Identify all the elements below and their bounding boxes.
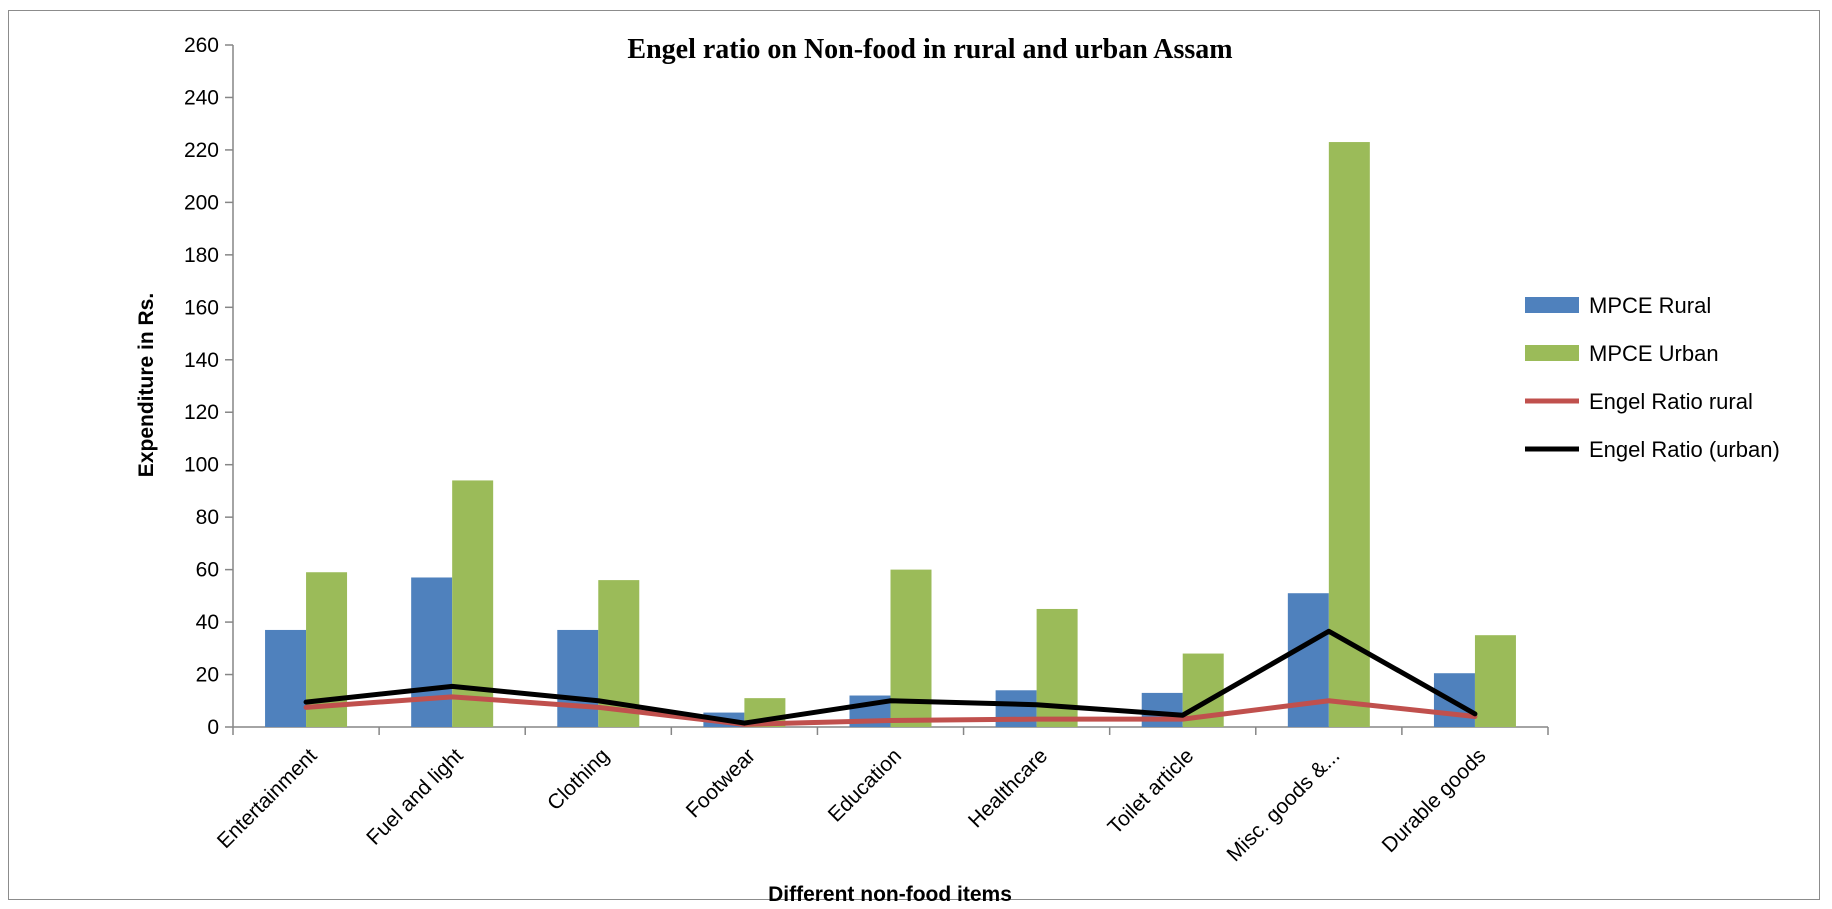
- bar: [1328, 142, 1370, 728]
- y-tick-label: 120: [184, 401, 219, 424]
- y-tick-label: 60: [196, 559, 219, 582]
- x-tick-label: Entertainment: [213, 744, 322, 853]
- y-tick-label: 220: [184, 139, 219, 162]
- y-tick-label: 100: [184, 454, 219, 477]
- y-tick-label: 140: [184, 349, 219, 372]
- x-tick-label: Clothing: [543, 744, 614, 815]
- legend-swatch: [1525, 345, 1579, 361]
- chart-frame: [8, 10, 1820, 900]
- y-tick-label: 240: [184, 86, 219, 109]
- plot-area: 0 20 40 60 80 100 120 140 160 180 200 220 240 260 Ente…: [184, 34, 1549, 866]
- legend-label: MPCE Urban: [1589, 341, 1719, 366]
- x-tick-label: Misc. goods &...: [1222, 744, 1344, 866]
- chart-title: Engel ratio on Non-food in rural and urb…: [627, 34, 1232, 65]
- x-tick-label: Education: [824, 744, 906, 826]
- y-tick-label: 0: [207, 716, 219, 739]
- series-line: [303, 694, 1478, 727]
- bar: [1474, 635, 1516, 727]
- x-tick-label: Durable goods: [1378, 744, 1491, 857]
- series-line: [303, 628, 1478, 726]
- x-tick-label: Footwear: [682, 744, 760, 822]
- legend: MPCE Rural MPCE Urban Engel Ratio rural Eng…: [1525, 293, 1780, 462]
- bar: [1141, 692, 1183, 727]
- y-tick-label: 20: [196, 664, 219, 687]
- legend-label: MPCE Rural: [1589, 293, 1711, 318]
- y-tick-label: 160: [184, 296, 219, 319]
- legend-label: Engel Ratio (urban): [1589, 437, 1780, 462]
- x-tick-label: Toilet article: [1104, 744, 1199, 839]
- bar: [265, 629, 307, 727]
- x-axis-title: Different non-food items: [768, 883, 1012, 906]
- bar: [557, 629, 599, 727]
- y-axis-title: Expenditure in Rs.: [135, 293, 158, 477]
- legend-label: Engel Ratio rural: [1589, 389, 1753, 414]
- bar: [411, 577, 453, 727]
- x-tick-label: Fuel and light: [362, 744, 468, 850]
- y-tick-label: 80: [196, 506, 219, 529]
- y-tick-label: 260: [184, 34, 219, 57]
- y-tick-label: 180: [184, 244, 219, 267]
- y-tick-label: 40: [196, 611, 219, 634]
- legend-swatch: [1525, 297, 1579, 313]
- x-tick-label: Healthcare: [964, 744, 1052, 832]
- y-tick-label: 200: [184, 191, 219, 214]
